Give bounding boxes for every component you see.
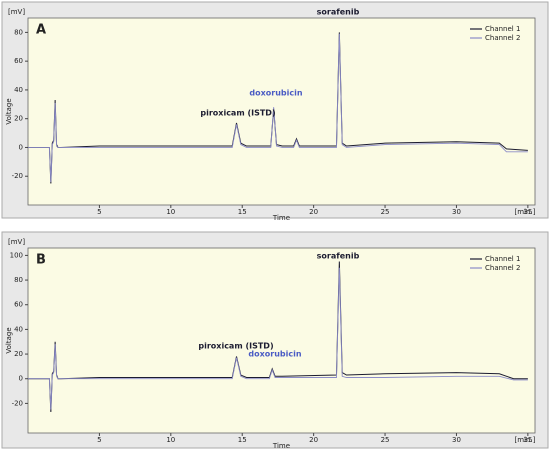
y-axis-label: Voltage [5, 327, 13, 353]
legend-label: Channel 2 [485, 34, 520, 42]
y-tick-label: 100 [10, 251, 23, 259]
x-unit: [min.] [515, 208, 536, 216]
x-tick-label: 30 [452, 208, 461, 216]
x-tick-label: 35 [523, 208, 532, 216]
panel-label: A [36, 23, 46, 38]
x-axis-label: Time [272, 214, 290, 222]
series-line [28, 33, 528, 182]
x-axis-label: Time [272, 442, 290, 450]
annotation: sorafenib [317, 252, 360, 261]
x-tick-label: 20 [309, 436, 318, 444]
x-tick-label: 25 [381, 208, 390, 216]
y-tick-label: 40 [14, 325, 23, 333]
y-tick-label: 20 [14, 350, 23, 358]
x-tick-label: 25 [381, 436, 390, 444]
x-tick-label: 15 [238, 208, 247, 216]
y-tick-label: 40 [14, 86, 23, 94]
annotation: doxorubicin [248, 350, 301, 359]
x-unit: [min.] [515, 436, 536, 444]
y-tick-label: 80 [14, 276, 23, 284]
y-tick-label: 20 [14, 115, 23, 123]
x-tick-label: 15 [238, 436, 247, 444]
annotation: sorafenib [317, 8, 360, 17]
y-unit: [mV] [8, 8, 25, 16]
annotation: doxorubicin [249, 89, 302, 98]
x-tick-label: 30 [452, 436, 461, 444]
x-tick-label: 10 [166, 436, 175, 444]
plot-area [27, 17, 536, 206]
x-tick-label: 35 [523, 436, 532, 444]
panel-label: B [36, 253, 46, 268]
x-tick-label: 5 [97, 436, 101, 444]
legend-label: Channel 1 [485, 255, 520, 263]
legend-label: Channel 1 [485, 25, 520, 33]
y-tick-label: -20 [12, 172, 23, 180]
plot-area [27, 247, 536, 434]
x-tick-label: 20 [309, 208, 318, 216]
y-tick-label: 0 [19, 143, 23, 151]
y-tick-label: 60 [14, 301, 23, 309]
y-tick-label: 60 [14, 57, 23, 65]
x-tick-label: 10 [166, 208, 175, 216]
legend-label: Channel 2 [485, 264, 520, 272]
annotation: piroxicam (ISTD) [198, 342, 273, 351]
series-line [28, 267, 528, 410]
y-axis-label: Voltage [5, 98, 13, 124]
annotation: piroxicam (ISTD) [200, 109, 275, 118]
y-tick-label: 80 [14, 28, 23, 36]
y-unit: [mV] [8, 238, 25, 246]
x-tick-label: 5 [97, 208, 101, 216]
y-tick-label: 0 [19, 375, 23, 383]
y-tick-label: -20 [12, 399, 23, 407]
